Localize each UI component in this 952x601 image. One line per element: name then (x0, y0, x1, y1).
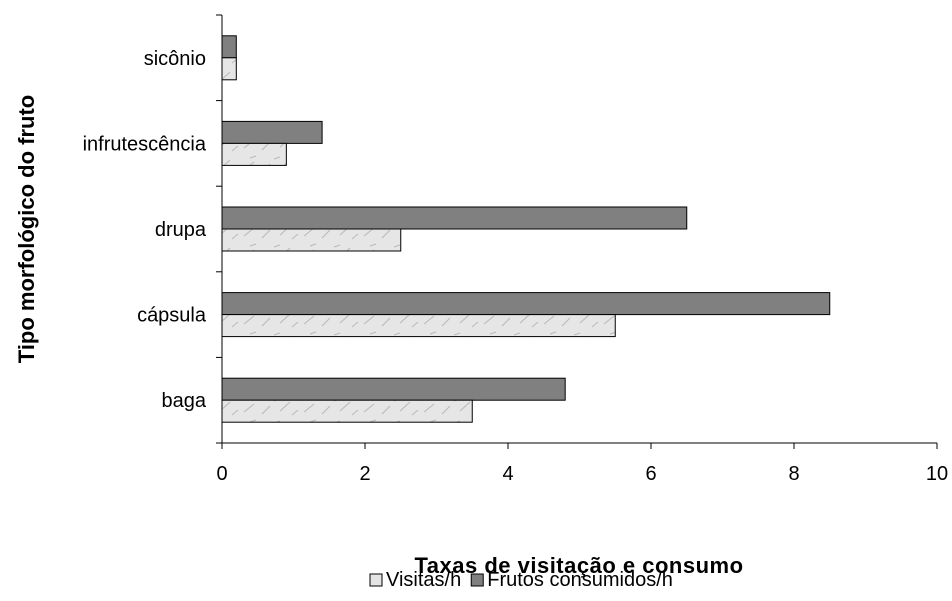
y-tick-label: infrutescência (83, 133, 207, 155)
bar-frutos-consumidos (221, 377, 566, 401)
bar-visitas (221, 142, 287, 166)
bar-visitas (221, 228, 402, 252)
bar-frutos-consumidos (221, 206, 688, 230)
legend-swatch (369, 573, 383, 587)
x-ticks: 0 2 4 6 8 10 (216, 443, 948, 485)
legend-label: Visitas/h (386, 569, 461, 591)
x-tick-label: 6 (645, 463, 656, 485)
x-axis-label: Taxas de visitação e consumo (414, 553, 743, 578)
bar-frutos-consumidos (221, 35, 237, 59)
x-tick-label: 0 (216, 463, 227, 485)
bar-visitas (221, 314, 616, 338)
y-tick-label: sicônio (144, 48, 206, 70)
bar-visitas (221, 399, 473, 423)
legend-swatch (470, 573, 484, 587)
bar-frutos-consumidos (221, 120, 323, 144)
legend: Visitas/h Frutos consumidos/h (369, 569, 673, 591)
bar-visitas (221, 57, 237, 81)
x-tick-label: 2 (359, 463, 370, 485)
y-tick-label: baga (162, 390, 207, 412)
bar-frutos-consumidos (221, 292, 831, 316)
y-tick-label: drupa (155, 219, 207, 241)
x-tick-label: 10 (926, 463, 948, 485)
plot-area (221, 35, 831, 423)
y-axis-label: Tipo morfológico do fruto (14, 95, 39, 363)
axes (221, 15, 937, 444)
y-tick-label: cápsula (137, 305, 207, 327)
legend-label: Frutos consumidos/h (487, 569, 673, 591)
x-tick-label: 8 (788, 463, 799, 485)
y-ticks: sicônio infrutescência drupa cápsula baga (83, 14, 222, 444)
x-tick-label: 4 (502, 463, 513, 485)
